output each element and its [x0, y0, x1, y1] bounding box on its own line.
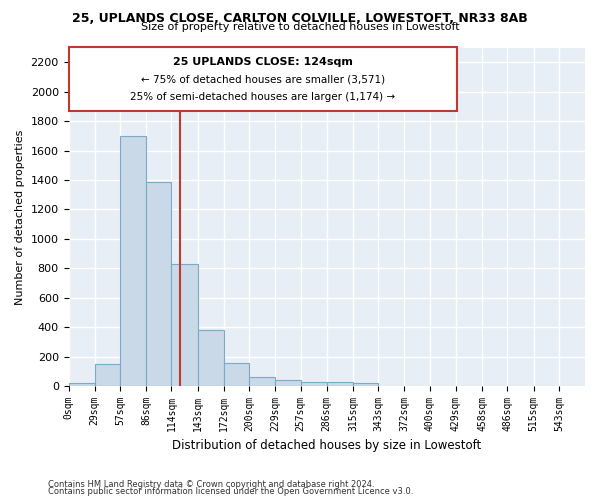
X-axis label: Distribution of detached houses by size in Lowestoft: Distribution of detached houses by size … — [172, 440, 481, 452]
Text: Contains public sector information licensed under the Open Government Licence v3: Contains public sector information licen… — [48, 487, 413, 496]
Text: 25, UPLANDS CLOSE, CARLTON COLVILLE, LOWESTOFT, NR33 8AB: 25, UPLANDS CLOSE, CARLTON COLVILLE, LOW… — [72, 12, 528, 26]
Bar — [68, 48, 457, 111]
Bar — [249, 376, 275, 386]
Text: ← 75% of detached houses are smaller (3,571): ← 75% of detached houses are smaller (3,… — [140, 74, 385, 84]
Bar — [120, 136, 146, 386]
Bar — [275, 380, 301, 386]
Text: 25 UPLANDS CLOSE: 124sqm: 25 UPLANDS CLOSE: 124sqm — [173, 56, 353, 66]
Bar — [95, 364, 120, 386]
Bar — [146, 182, 172, 386]
Bar — [301, 382, 327, 386]
Text: 25% of semi-detached houses are larger (1,174) →: 25% of semi-detached houses are larger (… — [130, 92, 395, 102]
Bar — [224, 362, 249, 386]
Text: Size of property relative to detached houses in Lowestoft: Size of property relative to detached ho… — [140, 22, 460, 32]
Bar — [197, 330, 224, 386]
Bar — [68, 383, 95, 386]
Bar — [353, 383, 378, 386]
Y-axis label: Number of detached properties: Number of detached properties — [15, 129, 25, 304]
Bar — [172, 264, 197, 386]
Text: Contains HM Land Registry data © Crown copyright and database right 2024.: Contains HM Land Registry data © Crown c… — [48, 480, 374, 489]
Bar — [327, 382, 353, 386]
